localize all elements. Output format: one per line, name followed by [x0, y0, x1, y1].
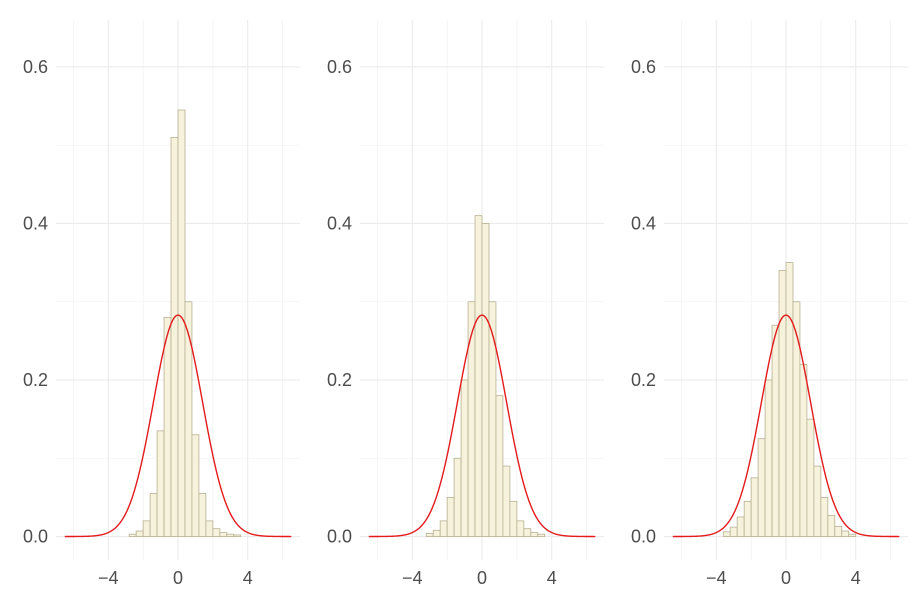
histogram-bar [827, 514, 836, 537]
histogram-bar [806, 418, 815, 537]
histogram-bar [219, 532, 228, 537]
x-tick-label: 4 [243, 568, 253, 588]
y-tick-label: 0.2 [23, 370, 48, 390]
histogram-bar [198, 493, 207, 537]
panel-1: 0.0 0.2 0.4 0.6 −4 0 4 [23, 20, 300, 588]
histogram-bar [736, 516, 745, 537]
density-curve [672, 314, 900, 538]
y-tick-label: 0.4 [631, 213, 656, 233]
histogram-bar [502, 465, 511, 537]
y-tick-label: 0.6 [23, 57, 48, 77]
x-tick-label: 0 [477, 568, 487, 588]
histogram-bar [163, 316, 172, 537]
histogram-bar [841, 530, 850, 537]
histogram-bar [184, 301, 193, 537]
histogram-bar [481, 223, 490, 537]
panel-2: 0.0 0.2 0.4 0.6 −4 0 4 [327, 20, 604, 588]
histogram-bar [432, 529, 441, 537]
histogram-bar [792, 301, 801, 537]
x-tick-label: 4 [851, 568, 861, 588]
histogram-bar [460, 379, 469, 537]
histogram-bar [537, 533, 546, 537]
y-tick-label: 0.2 [327, 370, 352, 390]
histogram-bar [778, 270, 787, 537]
histogram-bar [516, 520, 525, 537]
histogram-bar [142, 520, 151, 537]
x-tick-label: −4 [706, 568, 727, 588]
histogram-bar [191, 434, 200, 537]
y-tick-label: 0.2 [631, 370, 656, 390]
histogram-bar [205, 520, 214, 537]
histogram-bar [834, 525, 843, 537]
histogram-bar [813, 465, 822, 537]
y-tick-label: 0.4 [327, 213, 352, 233]
histogram-bar [757, 438, 766, 537]
histogram-bar [128, 533, 137, 537]
histogram-bar [474, 215, 483, 537]
histogram-bar [750, 477, 759, 537]
histogram-bar [820, 496, 829, 537]
histogram-bar [439, 520, 448, 537]
histogram-bar [177, 109, 186, 537]
histogram-bar [453, 457, 462, 537]
x-tick-label: 0 [781, 568, 791, 588]
x-tick-label: 0 [173, 568, 183, 588]
histogram-bar [446, 496, 455, 537]
density-curve [368, 314, 596, 538]
y-tick-label: 0.0 [631, 527, 656, 547]
histogram-bar [509, 500, 518, 537]
histogram-bar [170, 136, 179, 537]
histogram-bar [212, 528, 221, 537]
x-tick-label: −4 [402, 568, 423, 588]
density-curve [64, 314, 292, 538]
histogram-bar [785, 262, 794, 537]
histogram-bar [226, 533, 235, 537]
panel-3: 0.0 0.2 0.4 0.6 −4 0 4 [631, 20, 908, 588]
y-tick-label: 0.4 [23, 213, 48, 233]
histogram-bar [743, 500, 752, 537]
histogram-bar [722, 531, 731, 537]
x-tick-label: −4 [98, 568, 119, 588]
x-tick-label: 4 [547, 568, 557, 588]
y-tick-label: 0.6 [631, 57, 656, 77]
histogram-bar [425, 532, 434, 537]
histogram-bar [799, 363, 808, 537]
y-tick-label: 0.6 [327, 57, 352, 77]
histogram-bar [467, 301, 476, 537]
histogram-bar [495, 395, 504, 537]
histogram-bar [233, 534, 242, 537]
histogram-bar [135, 530, 144, 537]
y-tick-label: 0.0 [23, 527, 48, 547]
histogram-bar [530, 532, 539, 537]
histogram-bar [771, 324, 780, 537]
histogram-bar [729, 526, 738, 537]
histogram-bar [848, 533, 857, 537]
histogram-bar [149, 493, 158, 537]
histogram-bar [523, 528, 532, 537]
histogram-bar [764, 379, 773, 537]
y-tick-label: 0.0 [327, 527, 352, 547]
histogram-bar [488, 301, 497, 537]
histogram-bar [156, 430, 165, 537]
